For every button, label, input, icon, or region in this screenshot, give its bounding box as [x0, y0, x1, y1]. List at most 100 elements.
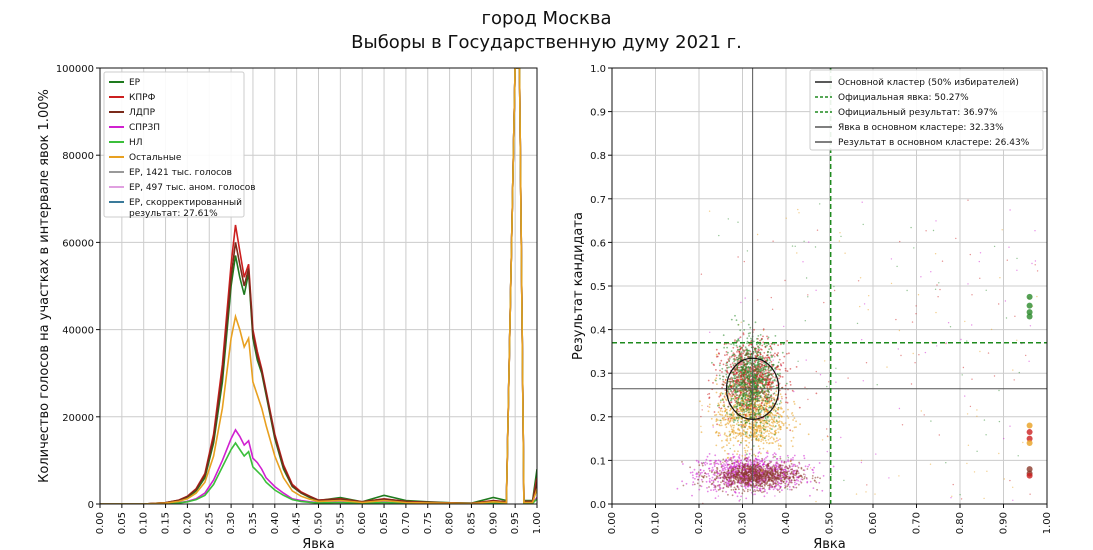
- scatter-point: [777, 415, 780, 418]
- scatter-point: [768, 399, 770, 401]
- scatter-point: [774, 466, 777, 469]
- scatter-point: [737, 221, 739, 223]
- scatter-point: [739, 462, 742, 464]
- left-y-tick-label: 40000: [62, 326, 94, 337]
- right-x-tick-label: 1.00: [1042, 512, 1053, 534]
- scatter-point: [737, 401, 740, 404]
- scatter-point: [732, 469, 735, 471]
- scatter-point: [744, 454, 747, 456]
- right-y-tick-label: 0.3: [590, 369, 606, 380]
- scatter-point: [768, 420, 770, 423]
- scatter-point: [736, 380, 738, 383]
- scatter-point: [796, 465, 799, 467]
- scatter-point: [767, 467, 770, 470]
- scatter-point: [710, 489, 712, 491]
- scatter-point: [781, 468, 784, 471]
- scatter-point: [780, 421, 783, 423]
- scatter-point: [740, 425, 743, 428]
- scatter-point: [721, 386, 723, 389]
- scatter-point: [713, 411, 716, 413]
- scatter-point: [765, 419, 768, 421]
- scatter-point: [754, 350, 757, 352]
- scatter-point: [731, 462, 734, 465]
- scatter-point: [816, 229, 819, 231]
- scatter-point: [745, 472, 748, 475]
- scatter-point: [755, 393, 758, 396]
- scatter-point: [745, 424, 748, 427]
- scatter-point: [749, 361, 752, 364]
- scatter-point: [746, 383, 748, 385]
- scatter-point: [708, 406, 711, 408]
- scatter-point: [791, 473, 794, 475]
- left-y-axis-label: Количество голосов на участках в интерва…: [37, 89, 52, 483]
- scatter-point: [762, 390, 764, 392]
- scatter-point: [768, 348, 770, 351]
- scatter-point: [708, 480, 711, 483]
- scatter-point: [964, 320, 966, 323]
- scatter-point: [726, 463, 729, 466]
- scatter-point: [763, 432, 765, 435]
- scatter-point: [779, 428, 782, 431]
- left-x-tick-label: 0.55: [335, 512, 346, 534]
- right-plot-frame: [611, 67, 1048, 505]
- scatter-point: [760, 379, 762, 381]
- scatter-point: [741, 468, 744, 471]
- scatter-point: [724, 354, 726, 356]
- scatter-point: [791, 245, 794, 247]
- scatter-point: [708, 486, 710, 488]
- scatter-point: [757, 372, 760, 375]
- scatter-point: [739, 363, 742, 366]
- scatter-point: [763, 343, 766, 345]
- scatter-point: [733, 377, 736, 380]
- scatter-point: [735, 435, 738, 438]
- scatter-point: [793, 390, 795, 393]
- scatter-point: [913, 247, 915, 249]
- scatter-point: [729, 467, 731, 470]
- scatter-point: [738, 475, 740, 478]
- scatter-point: [763, 373, 766, 376]
- scatter-point: [725, 434, 728, 437]
- scatter-point: [761, 344, 764, 347]
- scatter-point: [765, 402, 768, 405]
- scatter-point: [739, 347, 742, 350]
- scatter-point: [830, 473, 833, 476]
- scatter-point: [793, 474, 795, 476]
- scatter-point: [729, 483, 731, 486]
- scatter-point: [898, 475, 900, 477]
- scatter-point: [724, 481, 727, 484]
- scatter-point: [723, 343, 726, 346]
- scatter-point: [847, 377, 849, 379]
- scatter-point: [737, 358, 740, 361]
- scatter-point: [736, 384, 739, 387]
- scatter-point: [747, 380, 750, 383]
- scatter-point: [765, 390, 768, 392]
- scatter-point: [765, 381, 768, 384]
- scatter-point: [797, 466, 800, 469]
- scatter-point: [706, 455, 709, 458]
- left-y-tick-label: 60000: [62, 238, 94, 249]
- scatter-point: [722, 334, 725, 337]
- scatter-point: [755, 369, 757, 371]
- scatter-point: [713, 472, 716, 475]
- scatter-point: [761, 485, 763, 488]
- scatter-point: [990, 328, 993, 331]
- scatter-point: [721, 469, 724, 471]
- scatter-point: [844, 252, 846, 254]
- scatter-point: [967, 199, 969, 201]
- right-x-tick-label: 0.90: [999, 512, 1010, 534]
- scatter-point: [949, 326, 952, 328]
- scatter-point: [699, 468, 702, 471]
- scatter-point: [728, 416, 731, 418]
- scatter-point: [769, 419, 771, 421]
- scatter-point: [725, 484, 728, 486]
- scatter-point: [715, 418, 718, 421]
- scatter-point: [762, 465, 765, 468]
- scatter-point: [744, 451, 747, 454]
- scatter-point: [766, 337, 769, 340]
- scatter-point: [861, 201, 863, 203]
- scatter-point: [722, 469, 725, 471]
- scatter-point: [767, 409, 769, 412]
- right-x-axis-label: Явка: [813, 537, 846, 550]
- scatter-point: [771, 308, 774, 310]
